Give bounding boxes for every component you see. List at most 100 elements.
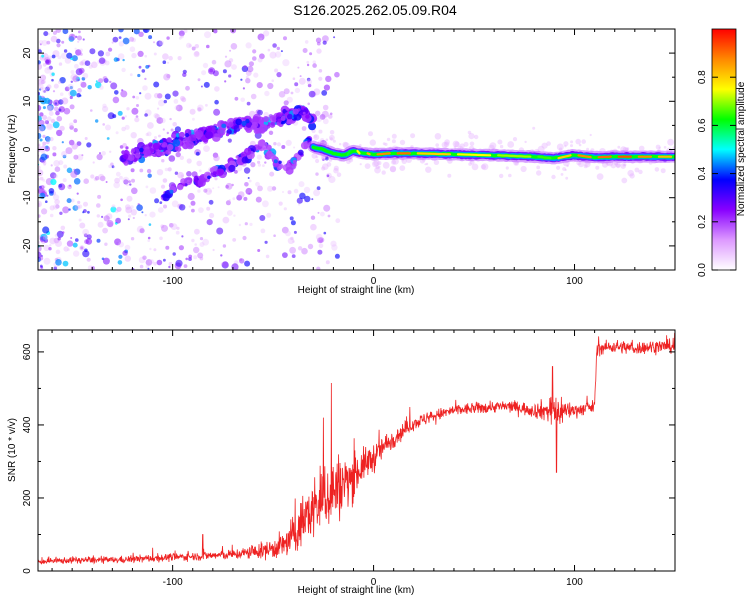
spectrogram-speckle-point: [186, 158, 192, 164]
colorbar-tick-label: 0.8: [697, 70, 708, 84]
spectrogram-speckle-point: [43, 163, 46, 166]
spectrogram-speckle-point: [122, 250, 128, 256]
spectrogram-speckle-point: [108, 164, 112, 169]
spectrogram-speckle-point: [76, 141, 82, 147]
spectrogram-speckle-point: [298, 181, 305, 188]
spectrogram-speckle-point: [80, 81, 83, 84]
spectrogram-speckle-point: [318, 76, 323, 81]
spectrogram-speckle-point: [303, 186, 311, 194]
spectrogram-speckle-point: [144, 92, 152, 100]
spectrogram-halo-point: [566, 164, 569, 168]
spectrogram-speckle-point: [62, 29, 69, 35]
spectrogram-speckle-point: [90, 174, 95, 179]
spectrogram-speckle-point: [248, 61, 254, 67]
spectrogram-speckle-point: [77, 78, 80, 82]
spectrogram-speckle-point: [64, 86, 70, 92]
spectrogram-speckle-point: [290, 91, 294, 95]
spectrogram-speckle-point: [95, 81, 102, 89]
spectrogram-speckle-point: [153, 81, 160, 88]
spectrogram-speckle-point: [257, 57, 263, 63]
spectrogram-speckle-point: [38, 124, 46, 132]
spectrogram-speckle-point: [240, 97, 245, 103]
spectrogram-speckle-point: [260, 228, 266, 234]
spectrogram-halo-point: [469, 141, 475, 147]
spectrogram-speckle-point: [176, 226, 180, 230]
spectrogram-speckle-point: [50, 164, 53, 167]
spectrogram-speckle-point: [137, 50, 144, 58]
spectrogram-halo-point: [508, 173, 512, 178]
spectrogram-speckle-point: [53, 106, 59, 112]
spectrogram-speckle-point: [256, 154, 262, 160]
spectrogram-upper-branch-point: [172, 139, 181, 147]
spectrogram-speckle-point: [45, 120, 49, 125]
spectrogram-speckle-point: [283, 88, 290, 95]
spectrogram-speckle-point: [174, 105, 180, 111]
spectrogram-speckle-point: [38, 200, 42, 208]
spectrogram-speckle-point: [217, 186, 220, 189]
spectrogram-speckle-point: [327, 214, 331, 218]
spectrogram-upper-branch-point: [258, 119, 264, 125]
spectrogram-upper-branch-point: [178, 131, 185, 139]
spectrogram-speckle-point: [205, 103, 208, 107]
spectrogram-speckle-point: [38, 132, 42, 140]
spectrogram-speckle-point: [287, 190, 292, 195]
spectrogram-speckle-point: [156, 117, 164, 124]
spectrogram-speckle-point: [322, 158, 325, 161]
spectrogram-speckle-point: [53, 266, 58, 270]
spectrogram-speckle-point: [96, 203, 101, 208]
spectrogram-speckle-point: [237, 191, 245, 198]
spectrogram-speckle-point: [335, 218, 341, 224]
spectrogram-speckle-point: [79, 52, 83, 56]
y-tick-label: 20: [22, 47, 33, 59]
spectrogram-speckle-point: [331, 244, 338, 251]
spectrogram-speckle-point: [121, 67, 126, 73]
spectrogram-speckle-point: [135, 115, 139, 118]
spectrogram-speckle-point: [153, 248, 157, 252]
spectrogram-tone-core: [557, 154, 572, 160]
spectrogram-speckle-point: [202, 238, 210, 246]
spectrogram-speckle-point: [244, 222, 248, 226]
spectrogram-speckle-point: [316, 48, 322, 54]
spectrogram-speckle-point: [224, 55, 228, 58]
snr-frame: [37, 329, 676, 572]
spectrogram-speckle-point: [286, 96, 293, 103]
spectrogram-speckle-point: [75, 49, 82, 56]
spectrogram-upper-branch-point: [225, 133, 230, 137]
spectrogram-speckle-point: [76, 192, 79, 195]
spectrogram-speckle-point: [77, 88, 82, 93]
spectrogram-speckle-point: [231, 64, 237, 70]
spectrogram-speckle-point: [173, 99, 179, 104]
spectrogram-speckle-point: [274, 51, 282, 58]
spectrogram-speckle-point: [82, 211, 85, 214]
spectrogram-speckle-point: [307, 102, 311, 106]
spectrogram-halo-point: [453, 145, 457, 149]
spectrogram-speckle-point: [222, 244, 227, 248]
spectrogram-speckle-point: [131, 187, 138, 195]
spectrogram-speckle-point: [102, 257, 110, 265]
spectrogram-speckle-point: [148, 35, 153, 40]
spectrogram-speckle-point: [243, 65, 247, 69]
spectrogram-speckle-point: [124, 244, 131, 251]
spectrogram-speckle-point: [135, 96, 140, 100]
spectrogram-halo-point: [321, 166, 326, 171]
spectrogram-speckle-point: [225, 184, 229, 189]
spectrogram-halo-point: [399, 165, 406, 172]
spectrogram-speckle-point: [153, 41, 155, 44]
spectrogram-speckle-point: [122, 143, 127, 148]
spectrogram-tone-core: [346, 149, 351, 157]
spectrogram-speckle-point: [76, 144, 79, 148]
spectrogram-halo-point: [638, 145, 645, 152]
spectrogram-halo-point: [536, 170, 542, 176]
spectrogram-speckle-point: [110, 162, 114, 166]
spectrogram-halo-point: [419, 158, 425, 164]
spectrogram-speckle-point: [129, 183, 132, 186]
spectrogram-speckle-point: [263, 111, 269, 118]
spectrogram-speckle-point: [139, 264, 144, 269]
spectrogram-speckle-point: [154, 198, 160, 204]
spectrogram-tone-core: [416, 152, 451, 156]
spectrogram-speckle-point: [180, 95, 185, 101]
spectrogram-speckle-point: [164, 93, 171, 100]
colorbar-tick-label: 0.0: [697, 263, 708, 277]
spectrogram-speckle-point: [213, 29, 218, 34]
